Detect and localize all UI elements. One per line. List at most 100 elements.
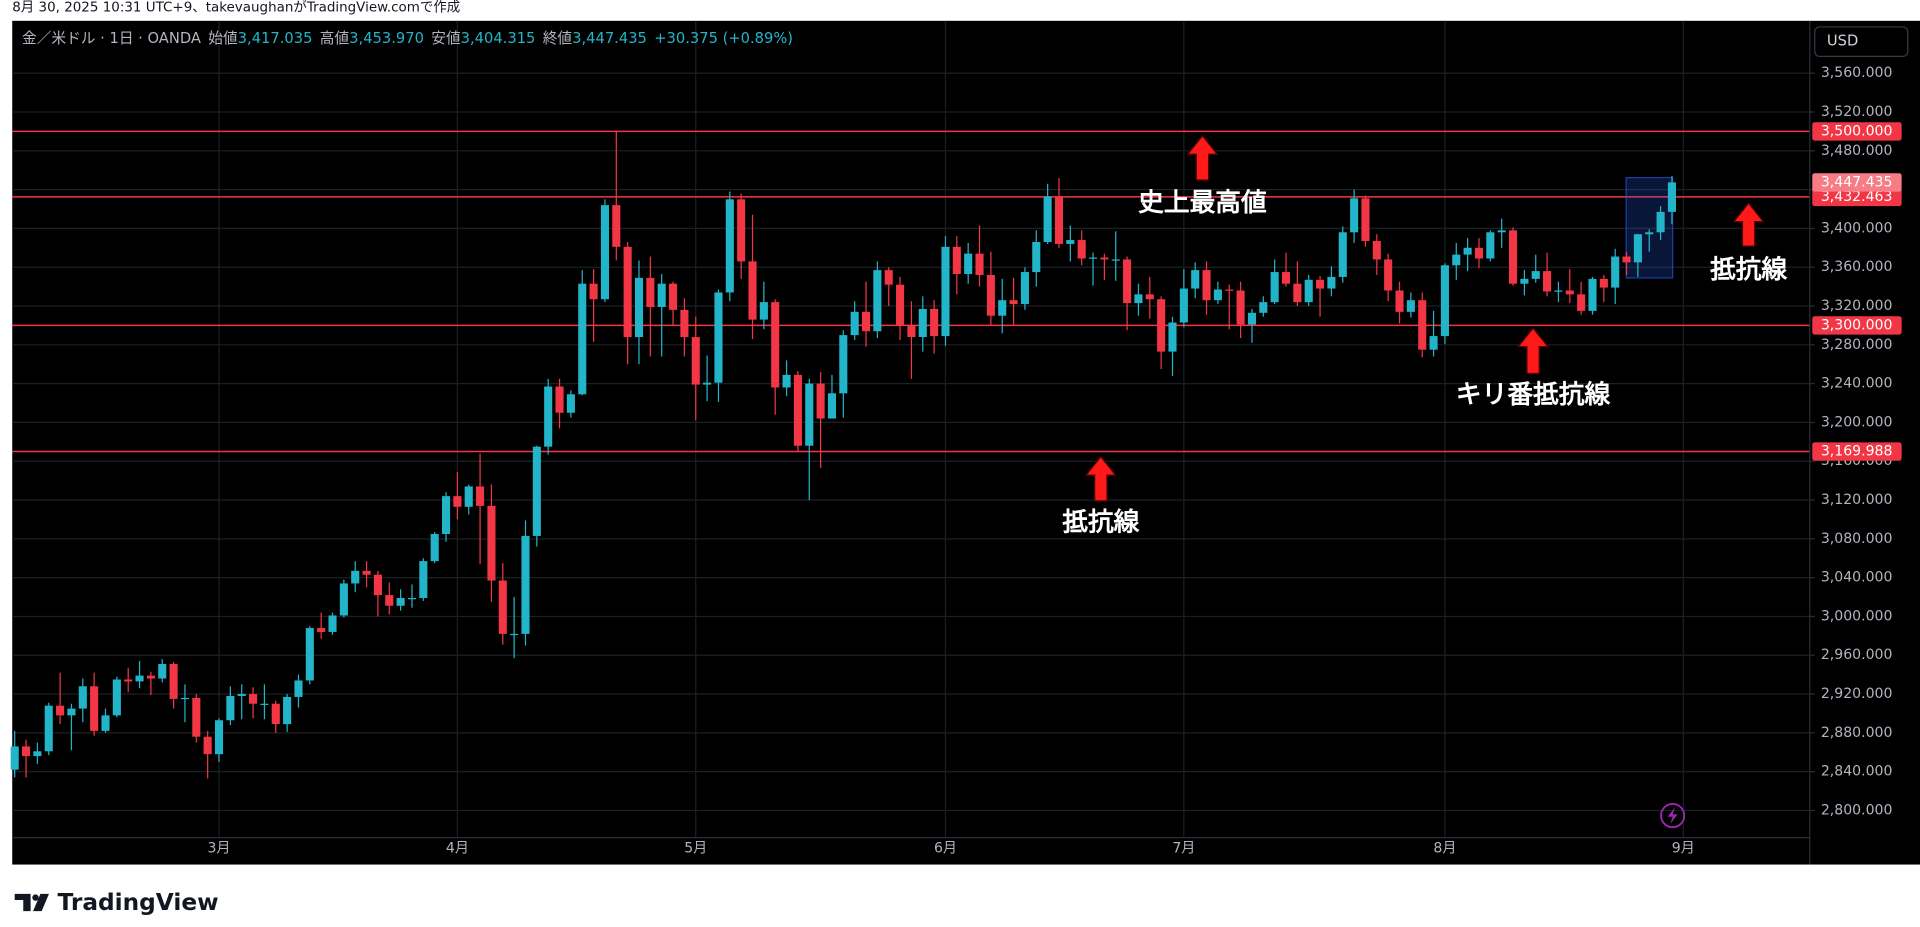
currency[interactable]: USD (1827, 33, 1858, 50)
candle-body (1043, 196, 1052, 242)
candle-body (1656, 211, 1665, 233)
y-tick-label: 3,320.000 (1821, 298, 1893, 314)
candle-body (1474, 247, 1484, 259)
candle-body (1531, 271, 1540, 279)
candle-body (1089, 257, 1098, 259)
candle-body (714, 292, 723, 383)
last-price-label: 3,447.435 (1821, 174, 1893, 190)
candle-body (873, 270, 882, 332)
candle-body (1372, 241, 1381, 260)
candle-body (90, 686, 99, 731)
candle-body (373, 574, 382, 596)
candle-body (1236, 290, 1245, 325)
candle-body (1645, 232, 1654, 235)
y-tick-label: 2,880.000 (1821, 725, 1893, 741)
candles (10, 131, 1676, 779)
lightning-button[interactable] (1660, 803, 1686, 829)
candle-body (464, 486, 473, 507)
candle-body (339, 583, 348, 616)
candle-body (930, 308, 939, 337)
candle-body (907, 325, 916, 338)
candle-body (112, 679, 121, 716)
candle-body (476, 486, 485, 506)
y-tick-label: 3,520.000 (1821, 104, 1893, 120)
candle-body (10, 746, 19, 770)
ohlc-legend: 金／米ドル · 1日 · OANDA 始値3,417.035 高値3,453.970… (22, 30, 793, 47)
candle-body (578, 283, 587, 395)
candle-body (1395, 290, 1404, 312)
candle-body (146, 675, 155, 679)
candle-body (1123, 259, 1132, 304)
candle-body (396, 598, 405, 606)
candle-body (816, 383, 825, 419)
candle-body (782, 374, 791, 388)
candle-body (1259, 302, 1268, 313)
candle-body (748, 261, 757, 320)
logo-dot (32, 894, 39, 901)
candle-body (1565, 290, 1574, 295)
candle-body (22, 746, 31, 757)
candle-body (532, 446, 541, 536)
x-tick-label: 4月 (446, 841, 469, 857)
candle-body (1486, 232, 1495, 259)
candle-body (669, 283, 678, 310)
currency-button[interactable] (1814, 26, 1909, 57)
candle-body (600, 205, 609, 300)
y-tick-label: 3,280.000 (1821, 337, 1893, 353)
legend-open: 3,417.035 (238, 30, 313, 47)
candle-body (1327, 276, 1336, 289)
candle-body (169, 663, 178, 699)
lightning-ring[interactable] (1660, 803, 1686, 829)
candle-body (67, 708, 76, 716)
candle-body (1111, 259, 1120, 261)
candle-body (1633, 234, 1642, 263)
candle-body (1157, 299, 1166, 352)
candle-body (952, 246, 961, 275)
candle-body (158, 663, 167, 679)
price-line-label-bg (1812, 442, 1902, 461)
y-tick-label: 3,480.000 (1821, 143, 1893, 159)
candle-body (759, 302, 768, 320)
candle-body (1406, 300, 1415, 312)
annotation: 抵抗線 (1062, 507, 1139, 537)
y-tick-label: 3,000.000 (1821, 608, 1893, 624)
price-line-label: 3,500.000 (1821, 123, 1893, 139)
price-line-label: 3,169.988 (1821, 444, 1893, 460)
candle-body (192, 697, 201, 737)
price-line-label-bg (1812, 316, 1902, 335)
y-tick-label: 2,960.000 (1821, 647, 1893, 663)
candle-body (634, 277, 644, 338)
candle-body (1497, 230, 1506, 233)
candle-body (1611, 256, 1620, 288)
highlight-box (1625, 176, 1674, 279)
candle-body (135, 675, 144, 682)
annotation: キリ番抵抗線 (1456, 380, 1611, 410)
price-line-label: 3,300.000 (1821, 317, 1893, 333)
arrow (1084, 455, 1117, 502)
candle-body (1020, 272, 1029, 305)
candle-body (1247, 312, 1256, 325)
candle-body (1281, 272, 1291, 284)
candle-body (884, 270, 893, 285)
candle-body (1508, 230, 1518, 284)
candle-body (964, 253, 973, 275)
x-tick-label: 5月 (684, 841, 707, 857)
legend-symbol: 金／米ドル · 1日 · OANDA (22, 30, 201, 47)
legend-change: +30.375 (+0.89%) (654, 30, 793, 47)
caption: 8月 30, 2025 10:31 UTC+9、takevaughanがTrad… (12, 0, 460, 15)
candle-body (623, 246, 632, 338)
y-tick-label: 3,360.000 (1821, 259, 1893, 275)
candle-body (839, 335, 848, 394)
lightning-icon[interactable] (1667, 806, 1678, 825)
candle-body (521, 535, 530, 634)
candle-body (1440, 265, 1449, 337)
brand: TradingView (58, 889, 219, 916)
candle-body (1225, 289, 1234, 291)
x-tick-label: 7月 (1172, 841, 1195, 857)
candle-body (44, 705, 53, 752)
candle-body (1463, 247, 1472, 255)
legend-high-label: 高値 (320, 30, 350, 47)
candle-body (1418, 300, 1427, 350)
